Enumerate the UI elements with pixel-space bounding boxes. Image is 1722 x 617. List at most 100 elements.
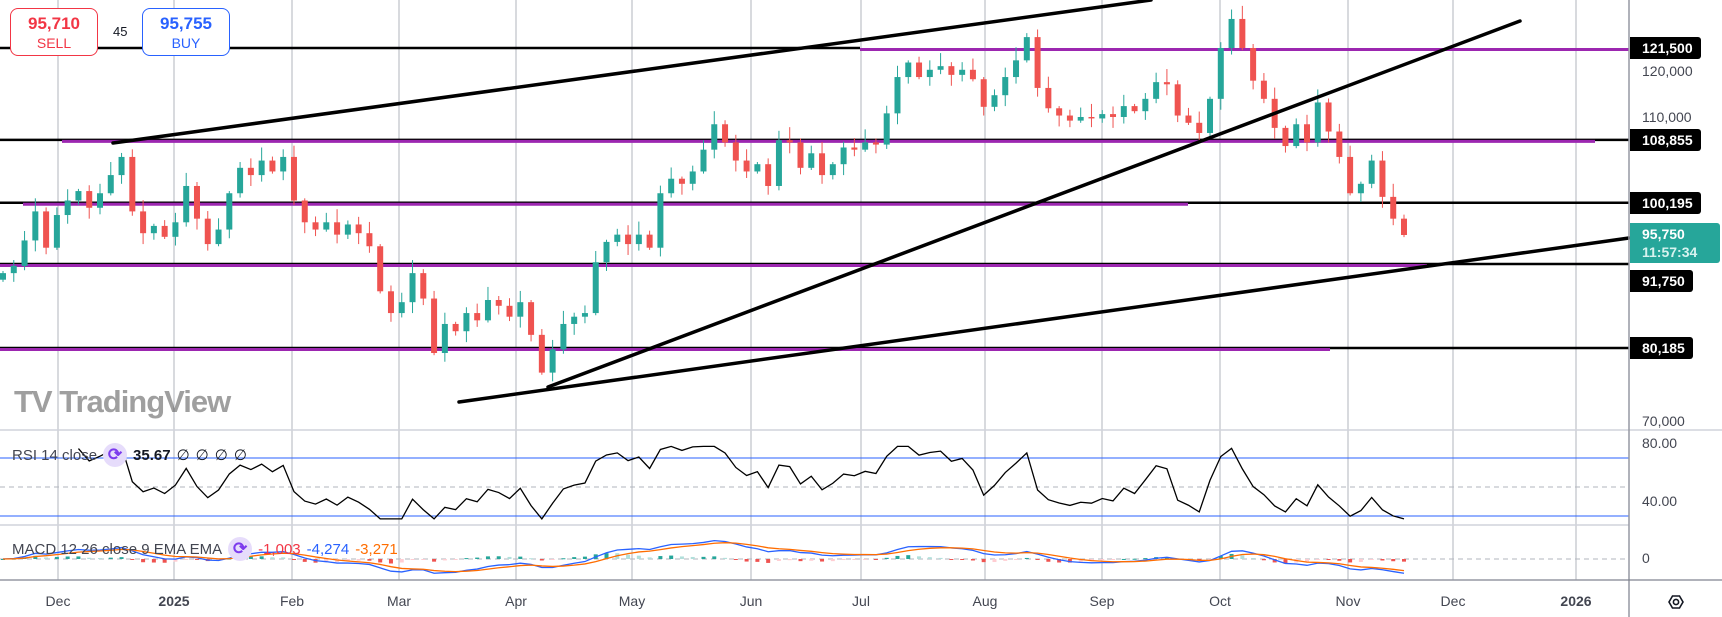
macd-histogram-bar (873, 559, 878, 560)
candle-body (678, 178, 685, 184)
macd-histogram-bar (54, 556, 59, 559)
candle-body (1088, 116, 1095, 119)
sell-button[interactable]: 95,710 SELL (10, 8, 98, 56)
candle-body (614, 234, 621, 242)
macd-histogram-bar (1078, 559, 1083, 562)
macd-histogram-bar (1046, 559, 1051, 562)
macd-histogram-bar (1251, 558, 1256, 560)
macd-histogram-bar (798, 559, 803, 562)
macd-histogram-bar (259, 556, 264, 559)
macd-histogram-bar (1067, 559, 1072, 563)
candle-body (118, 156, 125, 176)
candle-body (1347, 156, 1354, 194)
macd-histogram-bar (442, 559, 447, 561)
macd-histogram-bar (1261, 559, 1266, 561)
candle-body (193, 185, 200, 219)
rsi-legend[interactable]: RSI 14 close ⟳ 35.67 ∅ ∅ ∅ ∅ (12, 443, 247, 467)
candle-body (1336, 131, 1343, 157)
macd-histogram-bar (1283, 559, 1288, 564)
candle-body (797, 142, 804, 168)
macd-histogram-bar (658, 556, 663, 559)
time-label: Aug (972, 593, 998, 609)
macd-histogram-bar (852, 559, 857, 560)
candle-body (140, 211, 147, 234)
candle-body (506, 305, 513, 317)
candle-body (0, 273, 6, 280)
buy-button[interactable]: 95,755 BUY (142, 8, 230, 56)
candle-body (474, 313, 481, 321)
candle-body (290, 156, 297, 201)
macd-histogram-bar (1315, 559, 1320, 560)
horizontal-levels (0, 46, 1629, 352)
time-label: Oct (1209, 593, 1231, 609)
settings-hex-icon[interactable] (1664, 590, 1688, 614)
price-tick: 70,000 (1642, 413, 1685, 429)
macd-histogram-bar (917, 556, 922, 559)
candle-body (1023, 37, 1030, 61)
rsi-extra: ∅ (233, 447, 247, 464)
candle-body (86, 191, 93, 208)
macd-histogram-bar (399, 559, 404, 563)
macd-histogram-bar (1369, 559, 1374, 561)
time-label: Dec (45, 593, 71, 609)
macd-histogram-bar (162, 559, 167, 563)
macd-histogram-bar (841, 559, 846, 561)
macd-histogram-bar (647, 557, 652, 559)
macd-legend[interactable]: MACD 12 26 close 9 EMA EMA ⟳ -1,003 -4,2… (12, 537, 398, 561)
level-label-108855: 108,855 (1630, 129, 1701, 151)
candle-body (560, 323, 567, 350)
candle-body (1250, 48, 1257, 81)
candle-body (1401, 218, 1407, 236)
bar-countdown: 11:57:34 (1642, 244, 1698, 260)
level-label-80185: 80,185 (1630, 337, 1693, 359)
macd-histogram-bar (1218, 556, 1223, 559)
candle-body (258, 160, 265, 176)
macd-histogram-bar (44, 557, 49, 559)
macd-histogram-bar (1402, 559, 1406, 562)
candle-body (1077, 116, 1084, 121)
cycle-icon[interactable]: ⟳ (103, 443, 128, 467)
candle-body (495, 299, 502, 306)
level-label-91750: 91,750 (1630, 270, 1693, 292)
macd-histogram-bar (572, 557, 577, 559)
candle-body (96, 193, 103, 208)
candle-body (280, 156, 287, 172)
candle-body (905, 62, 912, 78)
candle-body (668, 178, 675, 194)
macd-histogram-bar (550, 559, 555, 560)
macd-histogram-value: -1,003 (258, 540, 301, 558)
candle-body (129, 156, 136, 212)
macd-histogram-bar (820, 559, 825, 562)
candle-body (959, 69, 966, 75)
candle-body (1110, 114, 1117, 117)
spread-value: 45 (113, 24, 128, 39)
candle-body (862, 142, 869, 150)
candle-body (786, 140, 793, 143)
candle-body (829, 164, 836, 176)
candle-body (387, 291, 394, 314)
candle-body (1217, 48, 1224, 99)
candle-body (10, 265, 17, 274)
trendline (111, 0, 1153, 145)
macd-histogram-bar (302, 559, 307, 562)
macd-histogram-bar (1240, 555, 1245, 559)
macd-histogram-bar (863, 559, 868, 560)
time-label: Nov (1335, 593, 1361, 609)
macd-histogram-bar (141, 559, 146, 563)
macd-histogram-bar (173, 559, 178, 562)
candle-body (1174, 84, 1181, 116)
cycle-icon[interactable]: ⟳ (228, 537, 253, 561)
candle-body (204, 218, 211, 245)
macd-histogram-bar (378, 559, 383, 563)
macd-histogram-bar (690, 556, 695, 559)
macd-histogram-bar (367, 559, 372, 561)
candle-body (1357, 183, 1364, 194)
macd-histogram-bar (1143, 558, 1148, 560)
macd-histogram-bar (453, 559, 458, 560)
candle-body (1239, 18, 1246, 48)
time-label: Feb (279, 593, 305, 609)
macd-histogram-bar (895, 555, 900, 559)
candle-body (592, 262, 599, 314)
